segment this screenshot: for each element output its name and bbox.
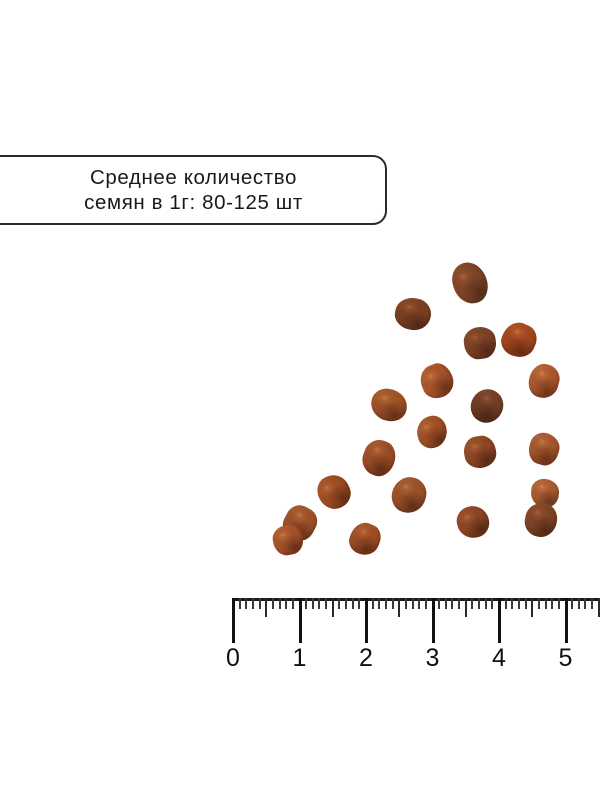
ruler-tick-half <box>464 598 467 617</box>
seed <box>415 359 459 403</box>
ruler-tick-minor <box>325 598 328 609</box>
ruler-tick-half <box>531 598 534 617</box>
ruler-tick-minor <box>251 598 254 609</box>
ruler-label-5: 5 <box>558 644 573 672</box>
ruler-tick-minor <box>371 598 374 609</box>
seed <box>368 386 410 424</box>
ruler-tick-minor <box>271 598 274 609</box>
ruler-tick-major <box>498 598 501 643</box>
seed <box>461 324 499 362</box>
seed <box>312 469 356 515</box>
ruler-tick-minor <box>345 598 348 609</box>
seed <box>413 412 451 452</box>
ruler-tick-major <box>232 598 235 643</box>
ruler-tick-half <box>597 598 600 617</box>
ruler-tick-minor <box>517 598 520 609</box>
ruler-tick-minor <box>577 598 580 609</box>
ruler-tick-minor <box>444 598 447 609</box>
ruler-tick-minor <box>438 598 441 609</box>
seed <box>496 317 542 363</box>
ruler-tick-minor <box>338 598 341 609</box>
ruler-tick-minor <box>311 598 314 609</box>
seed <box>392 294 434 334</box>
ruler-tick-half <box>331 598 334 617</box>
ruler-tick-minor <box>544 598 547 609</box>
ruler-label-2: 2 <box>359 644 373 672</box>
ruler-baseline <box>232 598 600 601</box>
ruler-tick-minor <box>318 598 321 609</box>
ruler-label-4: 4 <box>492 644 506 672</box>
ruler-tick-major <box>298 598 302 643</box>
measuring-ruler: 0 1 2 3 4 5 <box>226 598 600 678</box>
ruler-tick-minor <box>451 598 454 609</box>
seed <box>522 500 560 540</box>
ruler-tick-minor <box>285 598 288 609</box>
ruler-tick-minor <box>511 598 514 609</box>
ruler-tick-minor <box>378 598 381 609</box>
seed <box>461 433 499 471</box>
ruler-tick-minor <box>591 598 594 609</box>
ruler-tick-minor <box>351 598 354 609</box>
seed-count-info-badge: Среднее количество семян в 1г: 80-125 шт <box>0 155 387 225</box>
ruler-tick-minor <box>557 598 560 609</box>
seed <box>357 435 401 481</box>
ruler-tick-minor <box>278 598 281 609</box>
info-badge-line-2: семян в 1г: 80-125 шт <box>84 191 303 214</box>
ruler-tick-minor <box>491 598 494 609</box>
seed <box>388 473 430 517</box>
ruler-tick-minor <box>238 598 241 609</box>
info-badge-line-1: Среднее количество <box>89 166 298 189</box>
seed <box>345 518 385 560</box>
ruler-tick-minor <box>524 598 527 609</box>
ruler-tick-minor <box>418 598 421 609</box>
ruler-tick-minor <box>471 598 474 609</box>
ruler-tick-minor <box>458 598 461 609</box>
ruler-tick-minor <box>245 598 248 609</box>
ruler-tick-half <box>398 598 401 617</box>
ruler-tick-minor <box>358 598 361 609</box>
ruler-label-1: 1 <box>292 644 307 672</box>
ruler-tick-minor <box>305 598 308 609</box>
seed <box>524 429 564 469</box>
seed <box>525 360 563 402</box>
ruler-label-3: 3 <box>425 644 440 672</box>
ruler-tick-minor <box>384 598 387 609</box>
seed <box>453 502 493 542</box>
ruler-tick-minor <box>478 598 481 609</box>
ruler-tick-major <box>564 598 568 643</box>
ruler-tick-minor <box>411 598 414 609</box>
ruler-tick-major <box>365 598 368 643</box>
ruler-tick-half <box>265 598 268 617</box>
ruler-tick-minor <box>571 598 574 609</box>
ruler-tick-major <box>431 598 435 643</box>
ruler-tick-minor <box>584 598 587 609</box>
ruler-tick-minor <box>551 598 554 609</box>
seed <box>447 257 493 309</box>
ruler-tick-minor <box>291 598 294 609</box>
ruler-tick-minor <box>404 598 407 609</box>
ruler-tick-minor <box>537 598 540 609</box>
ruler-tick-minor <box>484 598 487 609</box>
ruler-tick-minor <box>504 598 507 609</box>
ruler-label-0: 0 <box>226 644 240 672</box>
seed <box>464 383 510 429</box>
ruler-tick-minor <box>391 598 394 609</box>
ruler-tick-minor <box>424 598 427 609</box>
ruler-tick-minor <box>258 598 261 609</box>
